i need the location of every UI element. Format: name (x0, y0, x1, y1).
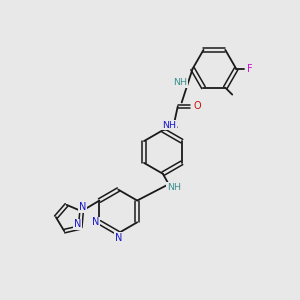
Text: NH: NH (167, 183, 181, 192)
Text: N: N (115, 233, 122, 243)
Text: NH: NH (173, 78, 187, 87)
Text: F: F (247, 64, 253, 74)
Text: O: O (194, 101, 201, 111)
Text: N: N (74, 220, 81, 230)
Text: N: N (92, 217, 99, 227)
Text: N: N (79, 202, 86, 212)
Text: NH: NH (162, 121, 176, 130)
